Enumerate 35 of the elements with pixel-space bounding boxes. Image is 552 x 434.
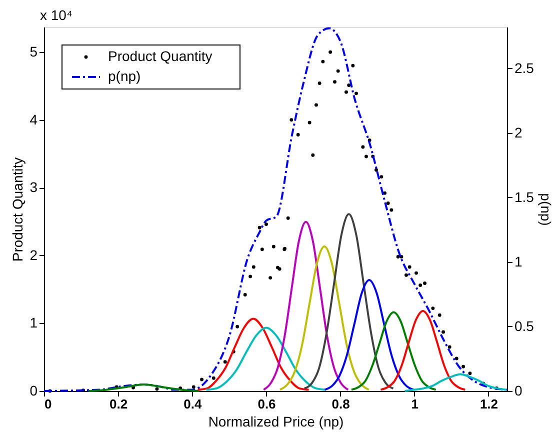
y-tick-label: 1 [30,314,38,331]
y-tick-label: 2 [30,246,38,263]
y2-tick-label: 2 [514,124,522,140]
x-axis-title: Normalized Price (np) [208,414,344,430]
line-series [278,245,370,391]
line-series [205,326,328,391]
y-tick-label: 0 [30,382,38,398]
y2-tick-label: 1.5 [514,188,534,205]
y-tick-label: 4 [30,111,38,128]
y2-tick-label: 1 [514,253,522,270]
text: x 10⁴ [40,7,72,23]
y-axis-title: Product Quantity [10,157,26,262]
line-series [87,384,201,392]
line-series [196,318,310,391]
line-series [404,373,508,392]
y2-tick-label: 0 [514,382,522,398]
line-series [303,213,394,390]
line-series [380,310,466,391]
y2-axis-title: p(np) [538,193,552,226]
legend-label: Product Quantity [108,48,212,64]
x-tick-label: 1.2 [480,396,498,412]
x-tick-label: 0.4 [184,396,202,412]
x-tick-label: 1 [411,396,419,412]
y2-tick-label: 0.5 [514,318,534,334]
x-tick-label: 0.6 [258,396,276,412]
line-series [324,278,415,391]
y2-tick-label: 2.5 [514,60,534,76]
x-tick-label: 0.2 [110,396,128,412]
line-series [350,311,437,391]
x-tick-label: 0 [44,396,52,412]
line-series [262,220,350,391]
y-tick-label: 3 [30,179,38,196]
legend-label: p(np) [108,68,141,84]
x-tick-label: 0.8 [332,396,350,412]
y-tick-label: 5 [30,44,38,60]
